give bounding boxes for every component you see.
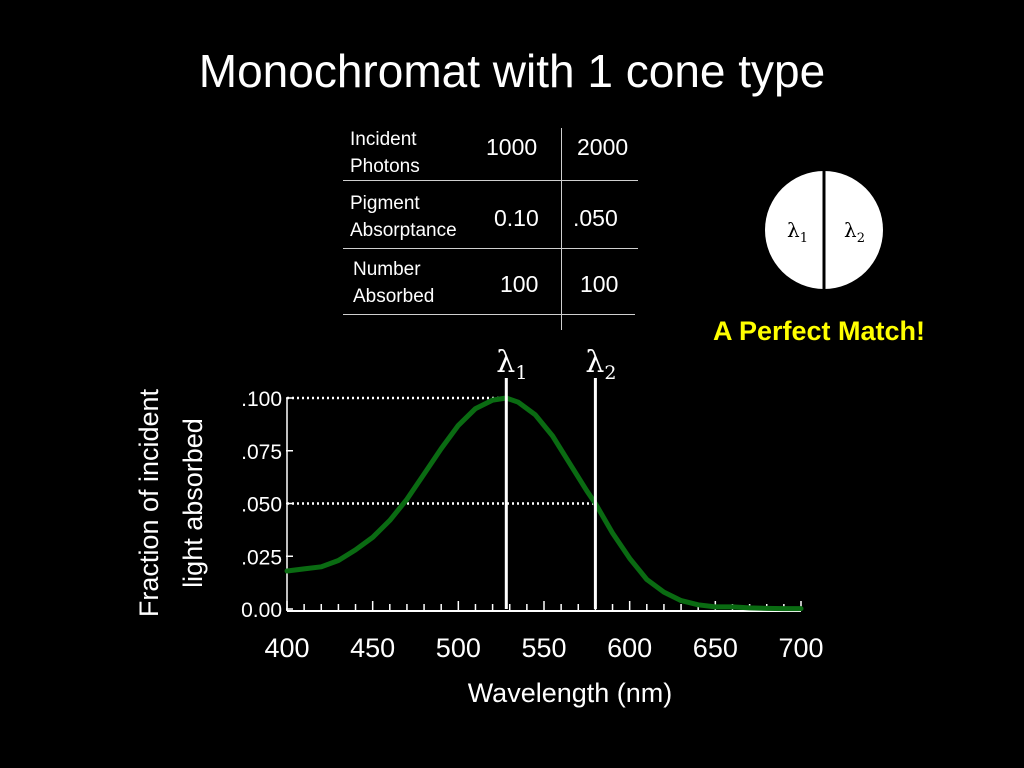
row-label-pigment-absorptance: Pigment Absorptance: [350, 193, 457, 241]
cell-absorbed-1: 100: [500, 271, 539, 297]
circle-lambda2-label: λ2: [844, 218, 865, 246]
wavelength-marker-label: λ1: [496, 345, 527, 384]
row-label-incident-photons: Incident Photons: [350, 129, 420, 177]
x-tick-label: 650: [693, 633, 738, 663]
perfect-match-text: A Perfect Match!: [713, 316, 926, 346]
row-label-number-absorbed: Number Absorbed: [353, 259, 435, 307]
split-field-circle: λ1 λ2: [765, 171, 883, 289]
wavelength-marker-label: λ2: [585, 345, 616, 384]
y-tick-label: .050: [241, 494, 282, 517]
x-axis-label: Wavelength (nm): [468, 678, 673, 708]
y-tick-label: 0.00: [241, 599, 282, 622]
cell-absorptance-2: .050: [573, 205, 618, 231]
y-axis-label: Fraction of incident: [134, 388, 164, 617]
x-tick-label: 500: [436, 633, 481, 663]
x-tick-label: 600: [607, 633, 652, 663]
y-tick-label: .100: [241, 388, 282, 411]
circle-lambda1-label: λ1: [787, 218, 808, 246]
y-tick-label: .075: [241, 441, 282, 464]
table-column-divider: [561, 128, 562, 330]
x-tick-label: 450: [350, 633, 395, 663]
x-tick-label: 400: [264, 633, 309, 663]
table-divider: [343, 314, 635, 315]
y-tick-label: .025: [241, 546, 282, 569]
cell-incident-1: 1000: [486, 134, 538, 160]
cell-incident-2: 2000: [577, 134, 629, 160]
x-tick-label: 700: [778, 633, 823, 663]
x-tick-label: 550: [521, 633, 566, 663]
cell-absorbed-2: 100: [580, 271, 619, 297]
absorption-curve: [284, 395, 804, 612]
slide-title: Monochromat with 1 cone type: [198, 45, 826, 97]
table-divider: [343, 248, 638, 249]
cell-absorptance-1: 0.10: [494, 205, 539, 231]
y-axis-label: light absorbed: [178, 418, 208, 588]
table-divider: [343, 180, 638, 181]
